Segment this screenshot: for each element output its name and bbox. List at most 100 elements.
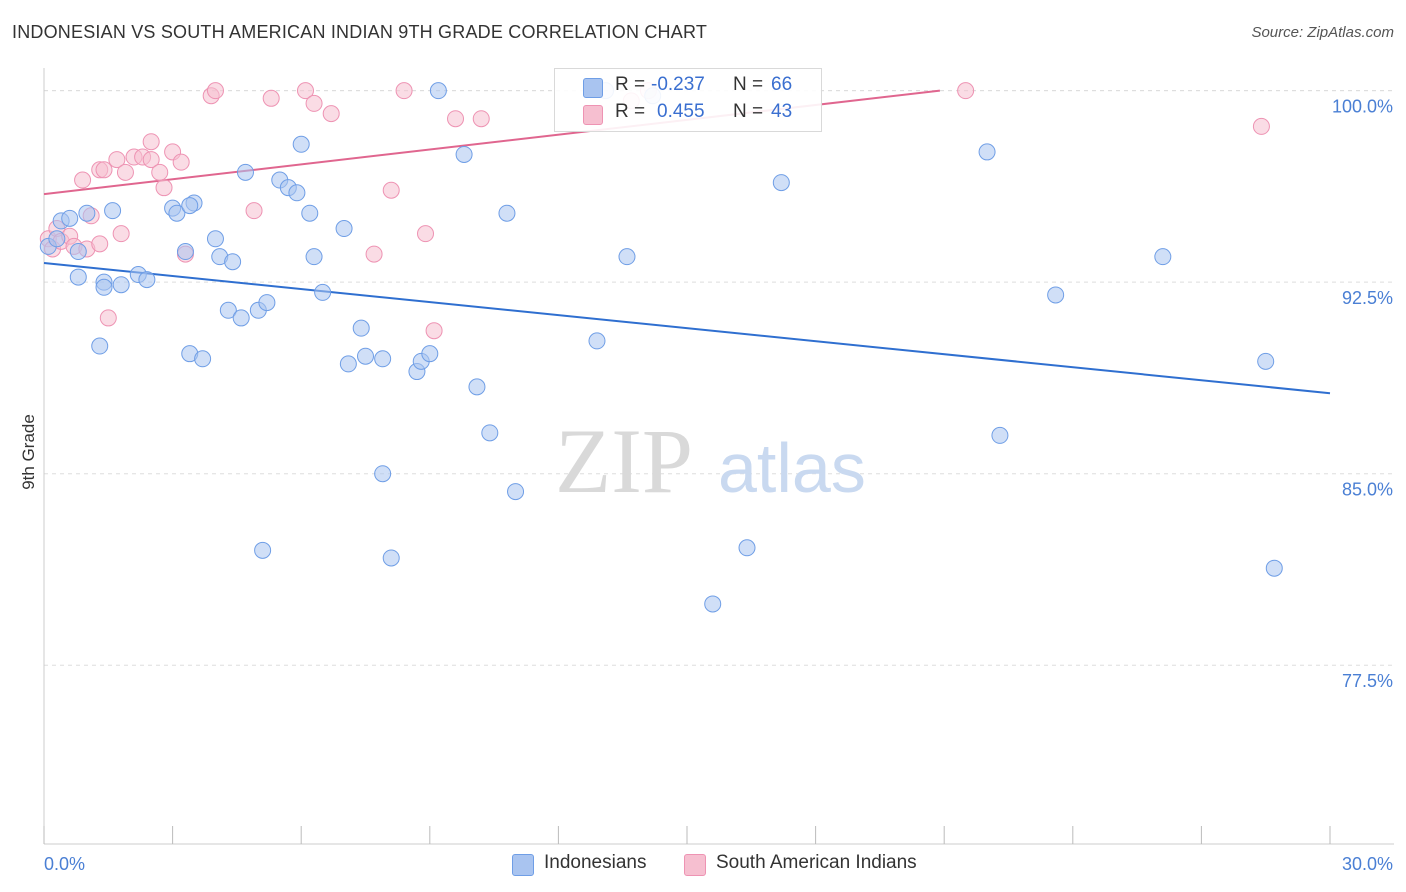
data-point-indonesians [314,283,332,301]
data-point-indonesians [335,220,353,238]
data-point-indonesians [232,309,250,327]
data-point-indonesians [991,426,1009,444]
data-point-indonesians [224,253,242,271]
x-tick-label: 0.0% [44,854,85,874]
data-point-south-american-indians [99,309,117,327]
legend-r-label: R = [615,101,646,122]
legend-swatch-blue [583,78,603,98]
data-point-south-american-indians [155,179,173,197]
data-point-south-american-indians [151,163,169,181]
watermark-atlas: atlas [718,429,866,507]
data-point-indonesians [1257,352,1275,370]
data-point-indonesians [738,539,756,557]
x-tick-label: 30.0% [1342,854,1393,874]
data-point-indonesians [292,135,310,153]
axes [43,68,1394,845]
y-tick-label: 85.0% [1342,480,1393,500]
data-point-indonesians [236,163,254,181]
trend-line-indonesians [43,262,1331,395]
data-point-indonesians [181,197,199,215]
correlation-legend: R = -0.237 N = 66 R = 0.455 N = 43 [554,68,822,132]
data-point-south-american-indians [382,181,400,199]
data-point-south-american-indians [417,225,435,243]
data-point-indonesians [305,248,323,266]
data-point-south-american-indians [365,245,383,263]
watermark: ZIP atlas [555,410,866,512]
legend-r-value: 0.455 [657,101,705,122]
data-point-indonesians [429,82,447,100]
data-point-indonesians [481,424,499,442]
data-point-indonesians [69,243,87,261]
legend-n-value: 66 [771,74,793,95]
data-point-south-american-indians [91,235,109,253]
legend-r-label: R = [615,74,646,95]
data-point-south-american-indians [74,171,92,189]
x-tick-labels: 0.0% 30.0% [44,854,1393,874]
legend-swatch-blue [512,854,534,876]
legend-swatch-pink [583,105,603,125]
data-point-indonesians [374,465,392,483]
data-point-indonesians [455,145,473,163]
data-point-indonesians [421,345,439,363]
data-point-indonesians [78,204,96,222]
data-point-indonesians [219,301,237,319]
data-point-south-american-indians [957,82,975,100]
data-point-south-american-indians [262,89,280,107]
data-point-indonesians [507,483,525,501]
data-point-south-american-indians [172,153,190,171]
data-point-indonesians [704,595,722,613]
data-point-indonesians [194,350,212,368]
data-point-indonesians [978,143,996,161]
data-point-indonesians [301,204,319,222]
data-point-indonesians [772,174,790,192]
data-point-south-american-indians [116,163,134,181]
data-point-indonesians [48,230,66,248]
data-point-south-american-indians [425,322,443,340]
data-point-south-american-indians [206,82,224,100]
data-point-south-american-indians [1252,117,1270,135]
data-point-indonesians [91,337,109,355]
legend-n-value: 43 [771,101,793,122]
data-point-indonesians [1265,559,1283,577]
data-point-indonesians [498,204,516,222]
data-point-indonesians [206,230,224,248]
trend-lines [43,89,1331,395]
data-point-indonesians [382,549,400,567]
data-point-south-american-indians [245,202,263,220]
data-point-indonesians [1154,248,1172,266]
legend-swatch-pink [684,854,706,876]
y-tick-label: 100.0% [1332,97,1393,117]
y-axis-label: 9th Grade [19,414,38,490]
data-point-indonesians [468,378,486,396]
y-tick-label: 92.5% [1342,288,1393,308]
legend-n-label: N = [733,101,764,122]
points-indonesians [39,82,1283,613]
data-point-indonesians [357,347,374,365]
legend-label-sai: South American Indians [716,852,917,873]
data-point-south-american-indians [142,133,160,151]
data-point-south-american-indians [95,161,113,179]
legend-r-value: -0.237 [651,74,705,95]
data-point-south-american-indians [447,110,465,128]
legend-n-label: N = [733,74,764,95]
data-point-indonesians [618,248,636,266]
data-point-south-american-indians [112,225,130,243]
data-point-south-american-indians [296,82,314,100]
data-point-south-american-indians [305,94,323,112]
data-point-south-american-indians [322,105,340,123]
data-point-indonesians [176,243,194,261]
data-point-indonesians [258,294,276,312]
data-point-indonesians [1047,286,1065,304]
y-tick-labels: 77.5% 85.0% 92.5% 100.0% [1332,97,1393,692]
legend-row-sai: R = 0.455 N = 43 [555,101,821,127]
data-point-indonesians [339,355,357,373]
legend-label-indonesians: Indonesians [544,852,647,873]
data-point-indonesians [104,202,122,220]
data-point-south-american-indians [472,110,490,128]
data-point-south-american-indians [108,151,126,169]
chart-title: INDONESIAN VS SOUTH AMERICAN INDIAN 9TH … [12,22,708,42]
data-point-indonesians [374,350,392,368]
data-point-indonesians [352,319,370,337]
data-point-south-american-indians [395,82,413,100]
